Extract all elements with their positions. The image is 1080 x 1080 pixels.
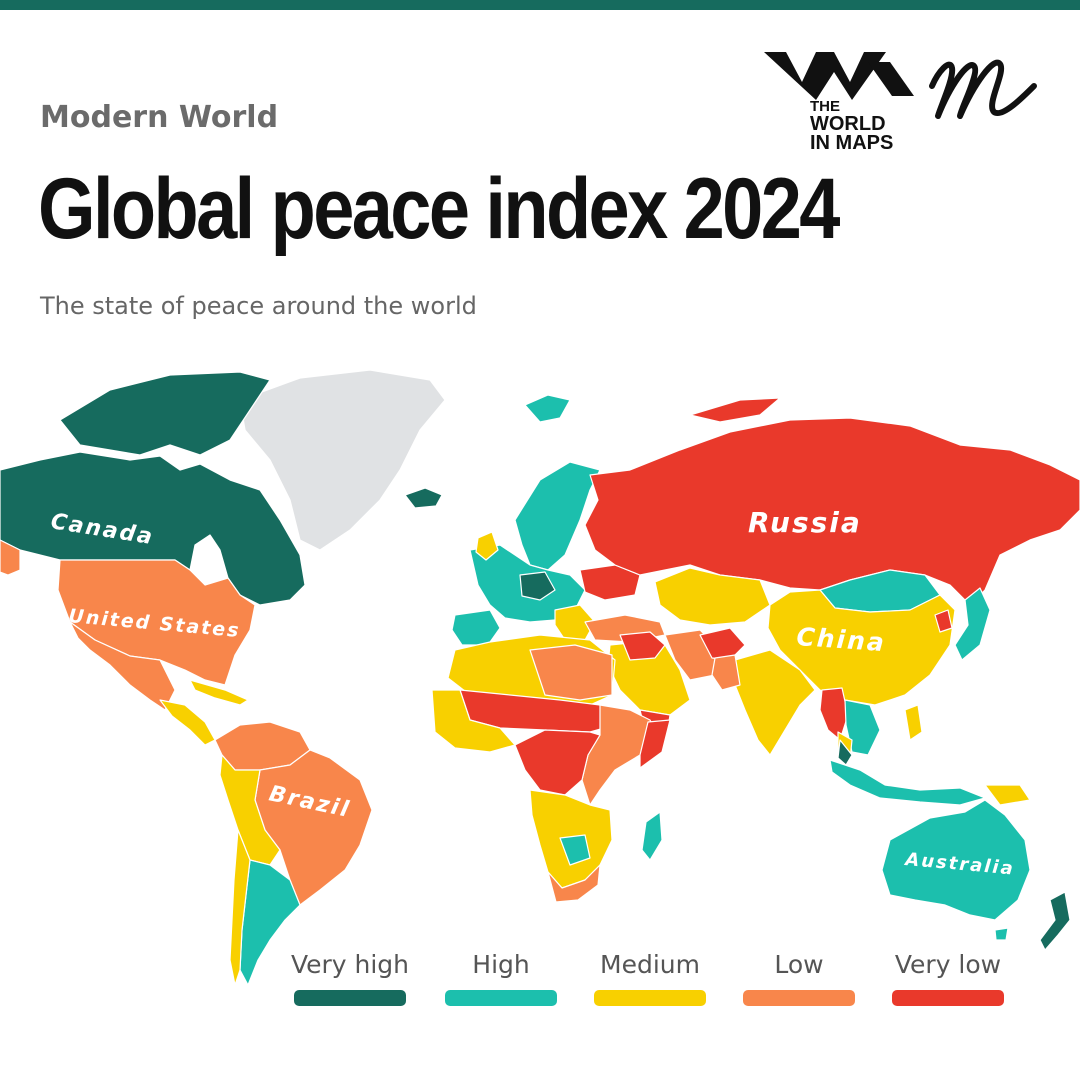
- legend-swatch: [445, 990, 557, 1006]
- world-in-maps-logo-icon: [764, 52, 914, 100]
- world-in-maps-wordmark: THE WORLD IN MAPS: [810, 98, 894, 154]
- legend-item-very-high: Very high: [270, 948, 430, 1006]
- region-canada-arctic: [59, 371, 271, 456]
- world-peace-map: Canada United States Brazil Russia China…: [0, 369, 1080, 986]
- legend-label: High: [472, 950, 530, 979]
- legend-item-high: High: [421, 948, 581, 1006]
- legend: Very high High Medium Low Very low: [240, 948, 1080, 1018]
- legend-item-low: Low: [719, 948, 879, 1006]
- region-alaska: [0, 539, 21, 576]
- region-peru-bolivia: [219, 754, 281, 866]
- page-subtitle: The state of peace around the world: [40, 292, 477, 320]
- legend-swatch: [743, 990, 855, 1006]
- modern-world-m-logo-icon: [929, 59, 1037, 119]
- region-malaysia: [837, 739, 853, 766]
- region-australia: [881, 799, 1031, 921]
- region-china: [767, 589, 956, 706]
- region-mexico: [69, 621, 176, 711]
- region-botswana: [559, 834, 591, 866]
- page-title: Global peace index 2024: [38, 161, 840, 257]
- legend-swatch: [294, 990, 406, 1006]
- region-pakistan: [711, 654, 741, 691]
- region-tasmania: [994, 927, 1009, 941]
- region-kazakhstan: [654, 567, 771, 626]
- region-korea: [934, 609, 953, 633]
- region-myanmar: [819, 687, 849, 741]
- region-chile: [229, 829, 251, 986]
- legend-label: Very high: [290, 950, 410, 979]
- legend-item-very-low: Very low: [868, 948, 1028, 1006]
- region-somalia: [639, 719, 671, 769]
- legend-label: Low: [774, 950, 824, 979]
- region-uk: [475, 531, 499, 561]
- region-philippines: [904, 704, 923, 741]
- legend-label: Medium: [600, 950, 700, 979]
- region-libya-egypt: [529, 644, 613, 701]
- legend-swatch: [892, 990, 1004, 1006]
- region-madagascar: [641, 811, 663, 861]
- top-accent-bar: [0, 0, 1080, 10]
- region-central-africa: [514, 729, 601, 796]
- region-iraq-syria: [619, 631, 666, 661]
- region-indochina: [844, 699, 881, 756]
- kicker: Modern World: [40, 100, 279, 135]
- region-indonesia: [829, 759, 986, 806]
- region-new-zealand: [1039, 891, 1071, 951]
- region-svalbard: [524, 394, 571, 423]
- region-india: [734, 649, 816, 756]
- map-label-russia: Russia: [748, 506, 862, 539]
- region-iceland: [404, 487, 443, 509]
- region-afghanistan: [699, 627, 746, 661]
- region-greenland: [239, 369, 446, 551]
- region-central-europe: [519, 571, 556, 601]
- legend-label: Very low: [894, 950, 1002, 979]
- region-russia-islands: [689, 397, 781, 423]
- region-scandinavia: [514, 461, 601, 571]
- region-central-america: [159, 699, 216, 746]
- region-caribbean: [189, 679, 249, 706]
- legend-item-medium: Medium: [570, 948, 730, 1006]
- region-iberia: [451, 609, 501, 646]
- region-south-africa: [547, 864, 601, 903]
- region-japan: [954, 587, 991, 661]
- map-label-china: China: [796, 622, 887, 657]
- legend-swatch: [594, 990, 706, 1006]
- region-png: [984, 784, 1031, 806]
